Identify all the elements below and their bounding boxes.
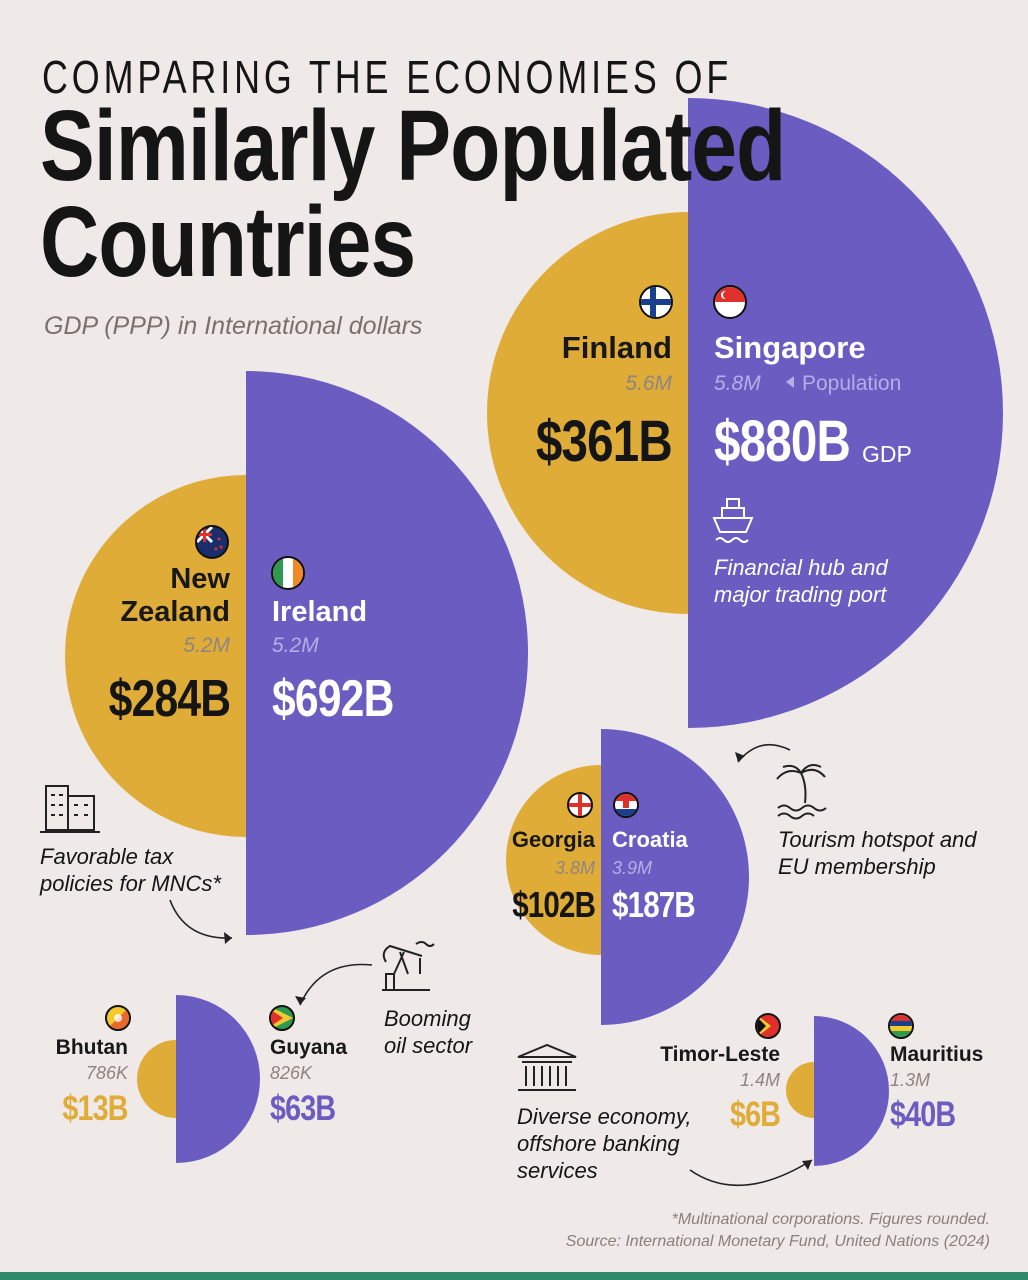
croatia-gdp: $187B — [612, 884, 696, 925]
timor-leste-gdp: $6B — [729, 1095, 781, 1134]
gdp-label: GDP — [862, 441, 912, 467]
ireland-flag-icon — [271, 556, 305, 590]
ship-icon — [712, 498, 754, 543]
bhutan-name: Bhutan — [55, 1036, 128, 1059]
pointer-arrow-icon — [786, 376, 794, 388]
bhutan-gdp: $13B — [62, 1089, 129, 1128]
kicker-heading: COMPARING THE ECONOMIES OF — [42, 51, 733, 103]
croatia-population: 3.9M — [612, 858, 653, 878]
finland-population: 5.6M — [625, 372, 672, 395]
bhutan-half-circle — [137, 1040, 176, 1118]
timor-leste-flag-icon — [755, 1013, 781, 1039]
ireland-note: Favorable tax policies for MNCs* — [40, 843, 221, 897]
arrow-to-croatia — [737, 743, 791, 763]
oil-pump-icon — [382, 941, 435, 991]
georgia-gdp: $102B — [512, 884, 596, 925]
singapore-population: 5.8M — [714, 372, 761, 395]
guyana-flag-icon — [269, 1005, 295, 1031]
subtitle: GDP (PPP) in International dollars — [44, 312, 423, 340]
bhutan-population: 786K — [85, 1063, 128, 1083]
guyana-population: 826K — [270, 1063, 313, 1083]
croatia-name: Croatia — [612, 827, 688, 852]
palm-tree-icon — [776, 764, 827, 820]
new-zealand-half-circle — [65, 475, 246, 837]
croatia-note-line-1: Tourism hotspot and — [778, 827, 977, 852]
georgia-population: 3.8M — [554, 858, 595, 878]
croatia-note-line-2: EU membership — [778, 854, 936, 879]
finland-flag-icon — [639, 285, 673, 319]
title-line-1: Similarly Populated — [40, 90, 786, 202]
new-zealand-name-line-2: Zealand — [120, 596, 230, 628]
guyana-half-circle — [176, 995, 260, 1163]
mauritius-flag-icon — [888, 1013, 914, 1039]
mauritius-note-line-2: offshore banking — [517, 1131, 680, 1156]
singapore-name: Singapore — [714, 330, 866, 365]
mauritius-population: 1.3M — [890, 1070, 931, 1090]
footnote: *Multinational corporations. Figures rou… — [671, 1211, 990, 1228]
arrow-heads — [224, 752, 812, 1170]
ireland-half-circle — [246, 371, 528, 935]
mauritius-half-circle — [814, 1016, 889, 1166]
timor-leste-half-circle — [786, 1062, 814, 1118]
new-zealand-gdp: $284B — [108, 670, 230, 728]
guyana-gdp: $63B — [270, 1089, 336, 1128]
ireland-population: 5.2M — [272, 634, 319, 657]
mauritius-name: Mauritius — [890, 1043, 984, 1066]
mauritius-note-line-3: services — [517, 1158, 598, 1183]
singapore-half-circle — [688, 98, 1003, 728]
arrow-to-guyana — [299, 963, 373, 1006]
ireland-name: Ireland — [272, 596, 368, 628]
timor-leste-name: Timor-Leste — [660, 1043, 780, 1066]
title-line-2: Countries — [40, 186, 416, 298]
finland-gdp: $361B — [535, 409, 673, 474]
singapore-note: Financial hub and major trading port — [714, 554, 888, 608]
singapore-flag-icon — [713, 285, 747, 319]
source-line: Source: International Monetary Fund, Uni… — [565, 1233, 990, 1250]
new-zealand-name-line-1: New — [170, 563, 230, 595]
timor-leste-population: 1.4M — [739, 1070, 780, 1090]
bhutan-flag-icon — [105, 1005, 131, 1031]
georgia-name: Georgia — [511, 827, 595, 852]
arrow-to-ireland — [169, 899, 233, 939]
ireland-note-line-1: Favorable tax — [40, 844, 174, 869]
page-title: Similarly Populated Countries — [40, 90, 786, 298]
singapore-note-line-2: major trading port — [714, 582, 887, 607]
population-label: Population — [802, 372, 902, 395]
ireland-gdp: $692B — [272, 670, 394, 728]
guyana-note-line-2: oil sector — [384, 1033, 473, 1058]
croatia-flag-icon — [613, 792, 639, 818]
finland-half-circle — [487, 212, 688, 614]
georgia-flag-icon — [567, 792, 593, 818]
bottom-bar — [0, 1272, 1028, 1280]
new-zealand-flag-icon — [195, 525, 229, 559]
mauritius-note-line-1: Diverse economy, — [517, 1104, 692, 1129]
singapore-gdp: $880B — [714, 409, 851, 474]
ireland-note-line-2: policies for MNCs* — [40, 871, 221, 896]
guyana-note-line-1: Booming — [384, 1006, 471, 1031]
arrow-to-mauritius — [689, 1159, 813, 1187]
bank-building-icon — [517, 1043, 577, 1091]
singapore-note-line-1: Financial hub and — [714, 555, 888, 580]
mauritius-note: Diverse economy, offshore banking servic… — [517, 1103, 691, 1184]
guyana-name: Guyana — [270, 1036, 348, 1059]
new-zealand-name: New Zealand — [120, 563, 230, 629]
finland-name: Finland — [561, 330, 672, 365]
guyana-note: Booming oil sector — [384, 1005, 472, 1059]
mauritius-gdp: $40B — [890, 1095, 956, 1134]
new-zealand-population: 5.2M — [183, 634, 230, 657]
office-building-icon — [40, 785, 100, 833]
croatia-note: Tourism hotspot and EU membership — [778, 826, 977, 880]
